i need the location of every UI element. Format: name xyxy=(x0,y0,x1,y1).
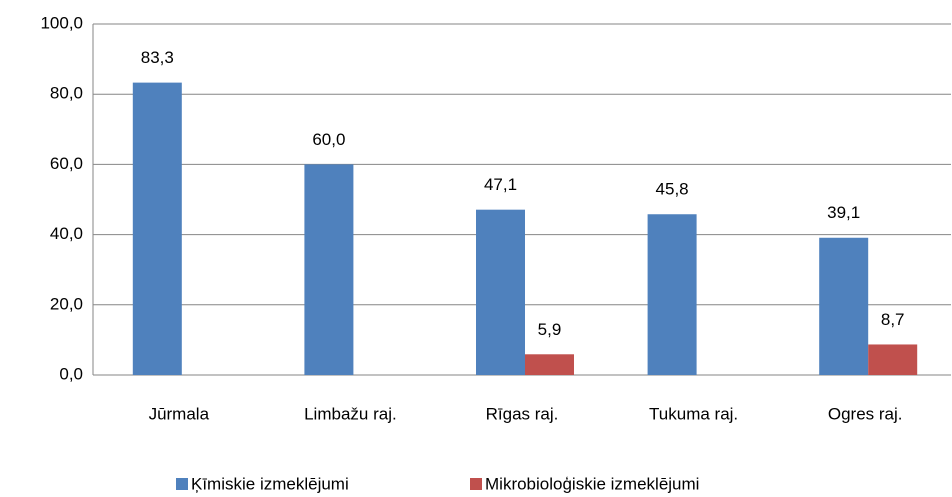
x-tick-label: Rīgas raj. xyxy=(486,404,559,423)
data-label: 83,3 xyxy=(141,48,174,67)
y-tick-label: 0,0 xyxy=(59,364,83,383)
bar xyxy=(868,344,918,375)
y-tick-label: 20,0 xyxy=(50,294,83,313)
y-tick-label: 100,0 xyxy=(40,13,83,32)
y-tick-label: 40,0 xyxy=(50,224,83,243)
y-tick-label: 60,0 xyxy=(50,154,83,173)
bar xyxy=(647,214,697,375)
data-label: 60,0 xyxy=(312,130,345,149)
bar xyxy=(304,164,354,375)
bar xyxy=(132,82,182,375)
data-label: 47,1 xyxy=(484,175,517,194)
x-tick-label: Limbažu raj. xyxy=(304,404,397,423)
legend-label: Mikrobioloģiskie izmeklējumi xyxy=(485,474,699,493)
y-tick-label: 80,0 xyxy=(50,84,83,103)
data-label: 45,8 xyxy=(656,180,689,199)
bar xyxy=(525,354,574,375)
data-label: 39,1 xyxy=(827,203,860,222)
x-tick-label: Jūrmala xyxy=(149,404,210,423)
legend-swatch xyxy=(470,478,482,490)
x-tick-label: Ogres raj. xyxy=(828,404,903,423)
legend-swatch xyxy=(176,478,188,490)
bar xyxy=(819,237,869,375)
data-label: 5,9 xyxy=(538,320,562,339)
data-label: 8,7 xyxy=(881,310,905,329)
legend-label: Ķīmiskie izmeklējumi xyxy=(191,474,349,493)
x-tick-label: Tukuma raj. xyxy=(649,404,738,423)
bar xyxy=(476,209,525,375)
